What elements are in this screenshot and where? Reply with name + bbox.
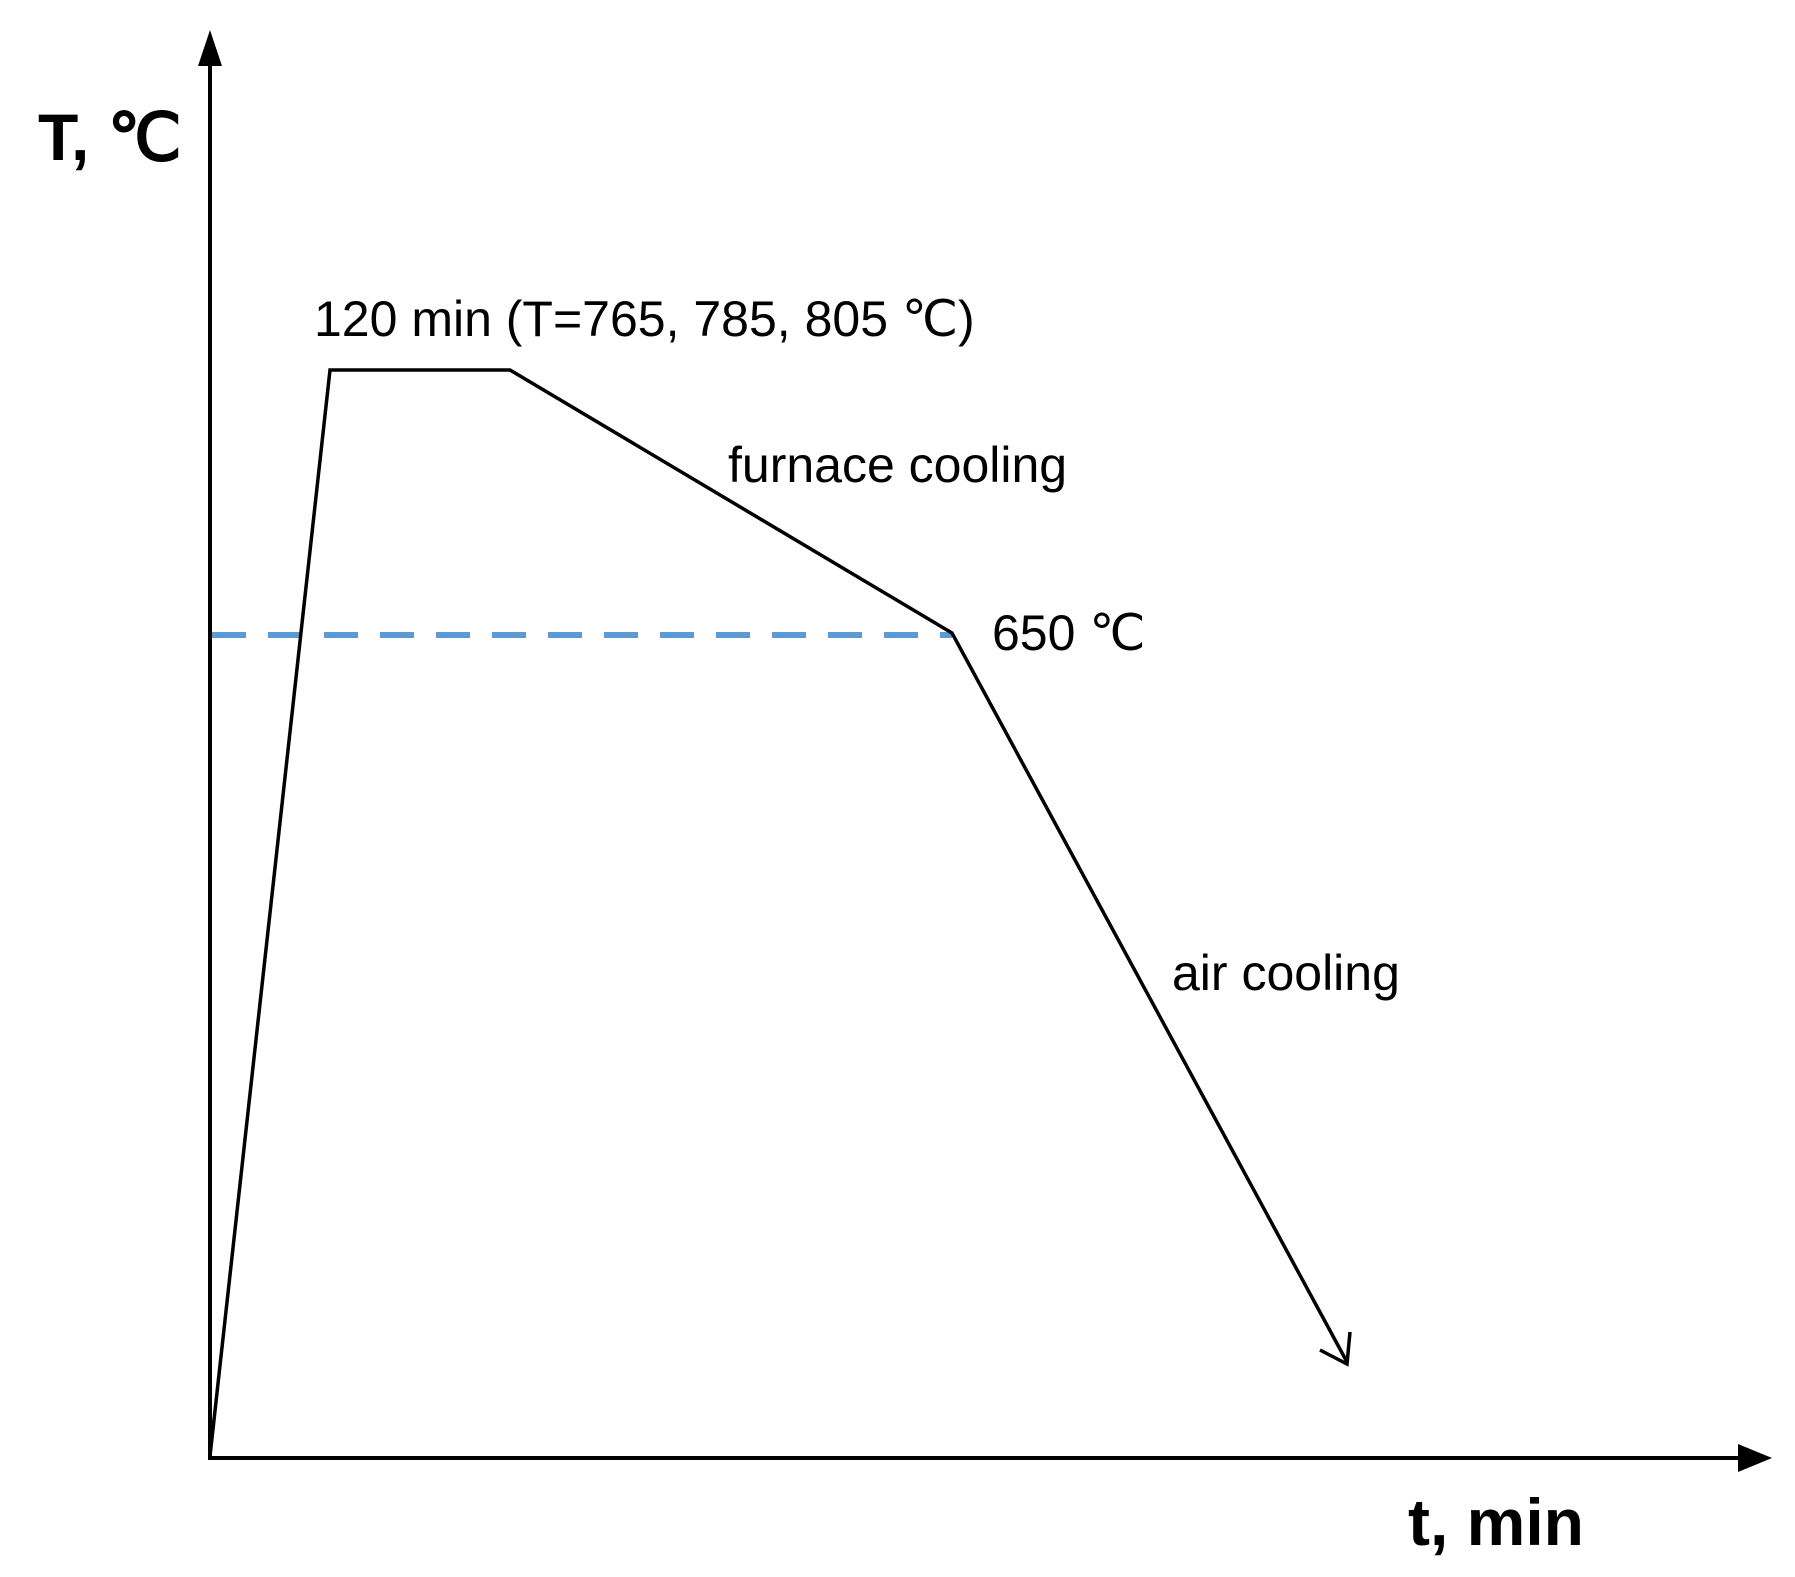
x-axis-title: t, min (1408, 1485, 1584, 1559)
air-cooling-label: air cooling (1172, 945, 1400, 1001)
y-axis-arrowhead (198, 30, 222, 66)
transition-temp-label: 650 ℃ (992, 605, 1145, 661)
y-axis-title: T, ℃ (38, 100, 182, 174)
furnace-cooling-label: furnace cooling (728, 437, 1067, 493)
hold-annotation: 120 min (T=765, 785, 805 ℃) (314, 291, 975, 347)
temperature-profile (208, 368, 1349, 1457)
profile-arrowhead (1319, 1331, 1352, 1367)
x-axis-arrowhead (1738, 1444, 1772, 1472)
